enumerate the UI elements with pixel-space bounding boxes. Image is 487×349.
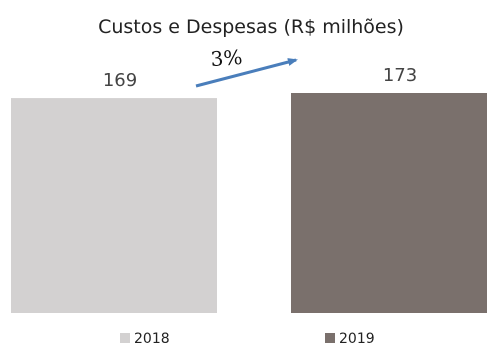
bars-group (11, 93, 487, 314)
growth-percentage-label: 3% (210, 45, 243, 71)
bar-2018 (11, 98, 217, 314)
legend-swatch-2019 (325, 333, 335, 343)
bar-2019 (291, 93, 487, 313)
legend-label-2019: 2019 (339, 331, 375, 347)
data-label-2018: 169 (103, 70, 137, 91)
chart-title: Custos e Despesas (R$ milhões) (98, 16, 404, 38)
legend: 2018 2019 (120, 331, 375, 347)
data-labels-group: 169 173 (103, 65, 417, 91)
legend-label-2018: 2018 (134, 331, 170, 347)
growth-arrow (195, 58, 298, 88)
data-label-2019: 173 (383, 65, 417, 86)
legend-swatch-2018 (120, 333, 130, 343)
